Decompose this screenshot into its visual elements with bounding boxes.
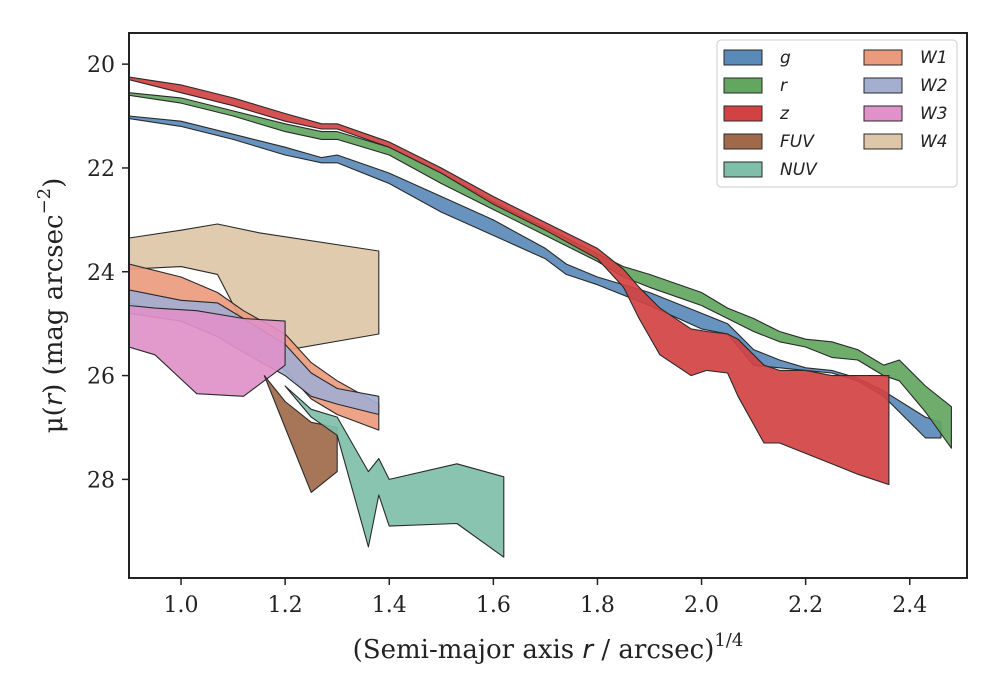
x-tick-label: 2.4 <box>892 593 927 618</box>
legend-swatch-w2 <box>863 77 903 94</box>
series-band-w3 <box>129 304 286 397</box>
x-tick-label: 1.4 <box>372 593 407 618</box>
y-tick-label: 24 <box>87 261 115 286</box>
legend-label-w1: W1 <box>920 48 948 68</box>
legend-label-g: g <box>780 48 791 68</box>
x-tick-label: 2.2 <box>788 593 823 618</box>
y-tick-label: 28 <box>87 468 115 493</box>
legend-swatch-g <box>723 49 763 66</box>
y-axis-title: μ(r) (mag arcsec−2) <box>34 178 69 434</box>
legend-swatch-w3 <box>863 105 903 122</box>
series-band-fuv <box>263 375 338 493</box>
series-group <box>129 76 952 558</box>
y-tick-label: 26 <box>87 365 115 390</box>
legend-swatch-z <box>723 105 763 122</box>
x-tick-label: 1.2 <box>268 593 303 618</box>
series-band-g <box>129 115 942 439</box>
series-band-z <box>129 76 890 486</box>
legend-label-w3: W3 <box>920 104 948 124</box>
plot-frame <box>128 32 968 579</box>
legend-label-r: r <box>780 76 788 96</box>
x-tick-label: 1.6 <box>476 593 511 618</box>
legend-swatch-w4 <box>863 133 903 150</box>
legend-frame <box>716 39 958 188</box>
series-band-nuv <box>284 385 505 558</box>
series-band-w4 <box>129 223 380 356</box>
legend-swatch-w1 <box>863 49 903 66</box>
y-tick-label: 20 <box>87 53 115 78</box>
legend-label-w2: W2 <box>920 76 948 96</box>
y-tick-label: 22 <box>87 157 115 182</box>
legend-label-w4: W4 <box>920 132 948 152</box>
legend-swatch-fuv <box>723 133 763 150</box>
legend-swatch-nuv <box>723 161 763 178</box>
x-axis-title: (Semi-major axis r / arcsec)1/4 <box>353 630 744 665</box>
x-tick-label: 1.8 <box>580 593 615 618</box>
legend-label-z: z <box>779 104 790 124</box>
x-tick-label: 1.0 <box>164 593 199 618</box>
x-tick-label: 2.0 <box>684 593 719 618</box>
legend-label-nuv: NUV <box>780 160 818 180</box>
legend-swatch-r <box>723 77 763 94</box>
legend-label-fuv: FUV <box>780 132 815 152</box>
legend: grz FUV NUV W1 W2 W3 W4 <box>716 39 958 188</box>
